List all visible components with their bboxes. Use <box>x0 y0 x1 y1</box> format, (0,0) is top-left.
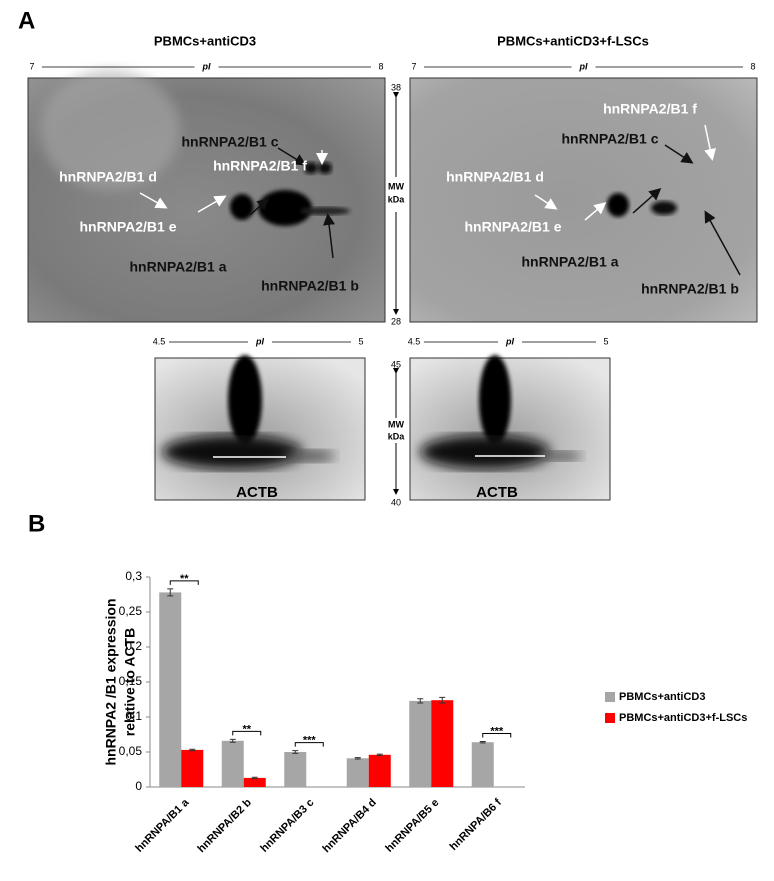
spot-label: hnRNPA2/B1 b <box>261 278 359 294</box>
spot-label: hnRNPA2/B1 c <box>562 131 659 147</box>
mw-label: kDa <box>388 194 406 204</box>
x-tick-label: hnRNPA/B4 d <box>320 797 378 855</box>
bar <box>159 592 182 787</box>
pi-value: 8 <box>378 61 383 71</box>
bar <box>471 742 494 787</box>
spot-label: hnRNPA2/B1 b <box>641 281 739 297</box>
legend-swatch <box>605 692 615 702</box>
significance-label: *** <box>303 735 317 747</box>
legend-label: PBMCs+antiCD3 <box>619 691 706 703</box>
significance-bracket <box>482 733 512 738</box>
y-tick-label: 0,1 <box>125 709 142 723</box>
error-bar <box>354 757 361 760</box>
x-tick-label: hnRNPA/B3 c <box>258 797 316 855</box>
spot-label: hnRNPA2/B1 f <box>213 158 307 174</box>
spot-label: hnRNPA2/B1 d <box>59 169 157 185</box>
mw-value: 45 <box>391 359 401 369</box>
bar <box>221 740 244 787</box>
significance-label: ** <box>242 723 251 735</box>
error-bar <box>376 753 383 756</box>
mw-value: 28 <box>391 316 401 326</box>
pi-value: 8 <box>750 61 755 71</box>
legend-label: PBMCs+antiCD3+f-LSCs <box>619 712 747 724</box>
gel-title: PBMCs+antiCD3+f-LSCs <box>497 33 649 48</box>
legend-swatch <box>605 713 615 723</box>
x-tick-label: hnRNPA/B5 e <box>383 797 441 855</box>
y-tick-label: 0,15 <box>119 674 143 688</box>
spot-label: hnRNPA2/B1 e <box>80 219 177 235</box>
bar <box>284 752 307 787</box>
y-tick-label: 0,3 <box>125 569 142 583</box>
bar <box>346 758 369 787</box>
spot-label: hnRNPA2/B1 a <box>130 259 227 275</box>
y-tick-label: 0 <box>135 779 142 793</box>
significance-label: ** <box>180 573 189 585</box>
bar <box>409 700 432 787</box>
spot-label: hnRNPA2/B1 e <box>465 219 562 235</box>
y-tick-label: 0,25 <box>119 604 143 618</box>
gel-image <box>27 70 386 323</box>
error-bar <box>189 748 196 752</box>
y-axis-label: hnRNPA2 /B1 expression <box>103 598 119 765</box>
error-bar <box>167 588 174 597</box>
bar <box>243 777 266 787</box>
x-tick-label: hnRNPA/B2 b <box>195 796 254 855</box>
pi-label: pI <box>202 61 211 71</box>
bar <box>431 700 454 787</box>
actb-image <box>409 355 611 501</box>
error-bar <box>292 750 299 754</box>
error-bar <box>229 738 236 743</box>
spot-label: hnRNPA2/B1 f <box>603 101 697 117</box>
spot-label: hnRNPA2/B1 d <box>446 169 544 185</box>
gel-image <box>409 77 758 323</box>
pi-value: 4.5 <box>408 336 421 346</box>
significance-bracket <box>232 730 262 736</box>
pi-value: 7 <box>29 61 34 71</box>
actb-label: ACTB <box>236 484 278 501</box>
x-tick-label: hnRNPA/B6 f <box>448 796 505 853</box>
mw-label: kDa <box>388 431 406 441</box>
actb-label: ACTB <box>476 484 518 501</box>
pi-label: pI <box>505 336 514 346</box>
spot-label: hnRNPA2/B1 a <box>522 254 619 270</box>
error-bar <box>417 698 424 704</box>
bar <box>181 749 204 787</box>
error-bar <box>439 696 446 704</box>
y-tick-label: 0,2 <box>125 639 142 653</box>
significance-label: *** <box>490 725 504 737</box>
bar <box>368 754 391 787</box>
mw-label: MW <box>388 181 404 191</box>
pi-label: pI <box>255 336 264 346</box>
panel-label: B <box>28 510 45 537</box>
x-tick-label: hnRNPA/B1 a <box>133 796 192 855</box>
mw-label: MW <box>388 419 404 429</box>
pi-value: 7 <box>411 61 416 71</box>
pi-label: pI <box>579 61 588 71</box>
error-bar <box>251 776 258 780</box>
mw-value: 38 <box>391 82 401 92</box>
significance-bracket <box>169 580 199 585</box>
y-axis-label: relative to ACTB <box>122 628 138 736</box>
actb-image <box>154 355 366 501</box>
y-tick-label: 0,05 <box>119 744 143 758</box>
pi-value: 4.5 <box>153 336 166 346</box>
significance-bracket <box>294 742 324 747</box>
mw-value: 40 <box>391 497 401 507</box>
panel-label: A <box>18 7 35 34</box>
gel-title: PBMCs+antiCD3 <box>154 33 256 48</box>
pi-value: 5 <box>358 336 363 346</box>
pi-value: 5 <box>603 336 608 346</box>
error-bar <box>479 741 486 744</box>
spot-label: hnRNPA2/B1 c <box>182 134 279 150</box>
